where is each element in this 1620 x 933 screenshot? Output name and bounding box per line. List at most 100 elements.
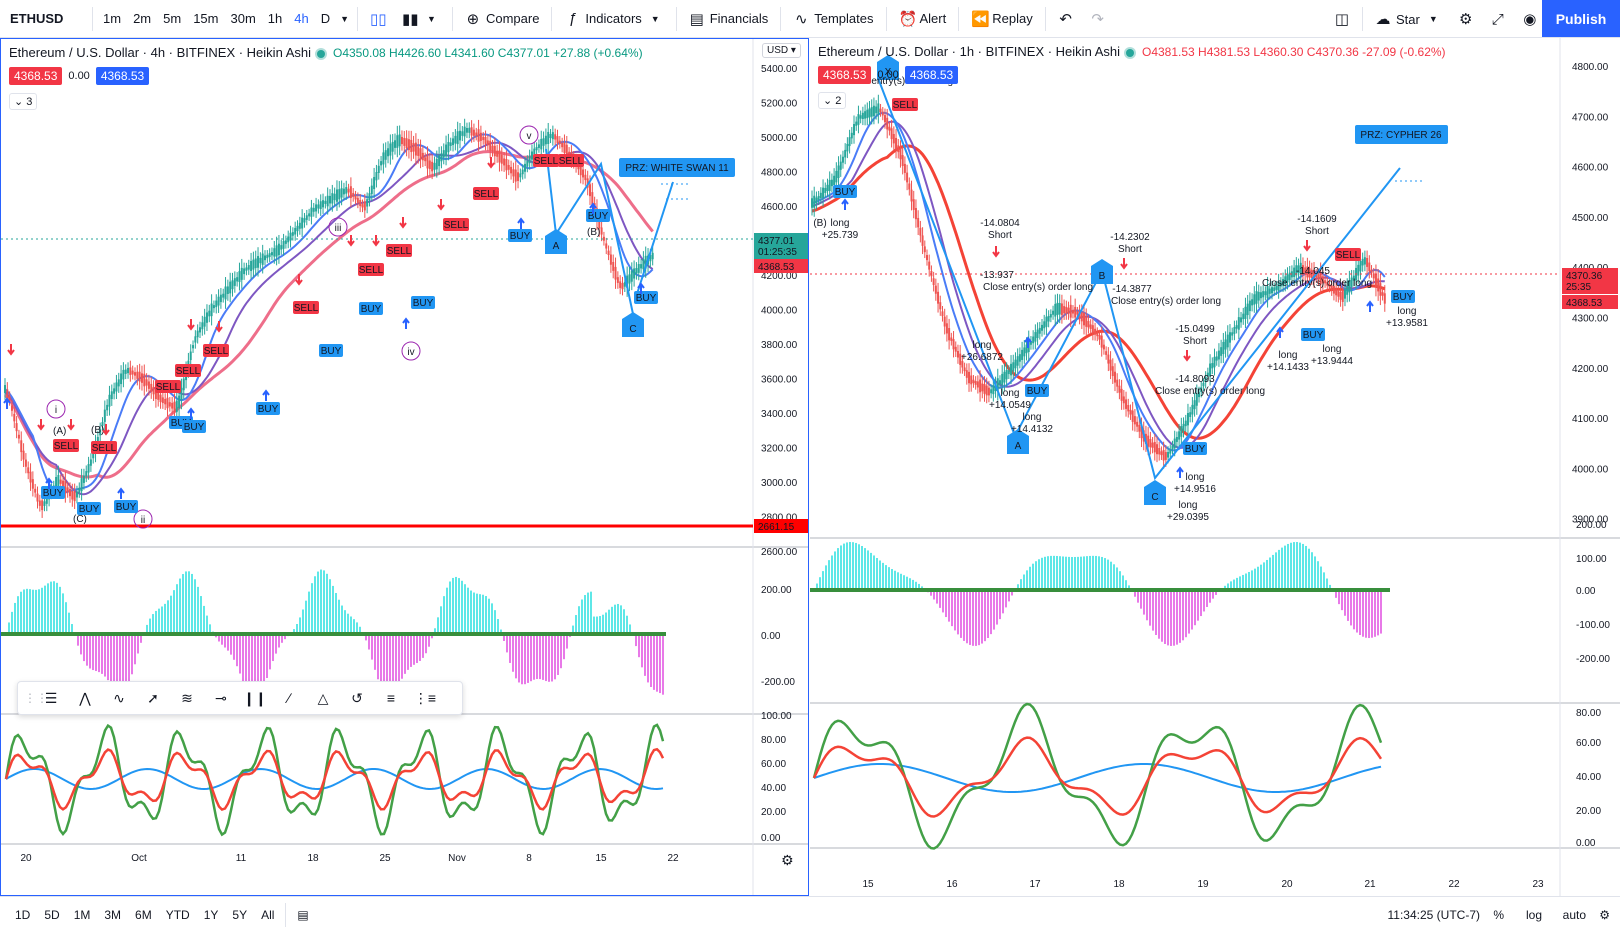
horizontal-lines-tool-icon[interactable]: ☰ [44, 689, 58, 706]
candle-body [229, 281, 232, 294]
range-1d[interactable]: 1D [15, 908, 31, 922]
point-a-marker [545, 229, 567, 254]
rsi-scale-label: 40.00 [761, 783, 786, 794]
chevron-down-icon[interactable]: ▼ [340, 13, 350, 24]
publish-button[interactable]: Publish [1542, 0, 1620, 37]
candle-body [10, 405, 13, 411]
candle-body [914, 208, 917, 220]
point-a-marker [1007, 429, 1029, 454]
candle-body [273, 248, 276, 257]
fullscreen-button[interactable]: ⤢ [1482, 0, 1514, 38]
settings-button[interactable]: ⚙ [1450, 0, 1482, 38]
bar-style-button[interactable]: ▯▯ [362, 0, 394, 38]
candle-body [1306, 266, 1309, 278]
horizontal-ray-tool-icon[interactable]: ⊸ [215, 689, 227, 706]
left-chart-pane[interactable]: Ethereum / U.S. Dollar · 4h · BITFINEX ·… [0, 38, 809, 896]
candle-body [99, 428, 102, 436]
range-3m[interactable]: 3M [104, 908, 122, 922]
interval-2m[interactable]: 2m [133, 11, 152, 26]
currency-select[interactable]: USD ▾ [762, 43, 801, 58]
indicators-button[interactable]: ƒ Indicators ▼ [556, 0, 671, 38]
trade-annotation: Short [1183, 336, 1207, 347]
trade-annotation: long [1186, 472, 1205, 483]
range-6m[interactable]: 6M [135, 908, 152, 922]
candle-body [405, 138, 408, 149]
timezone-clock[interactable]: 11:34:25 (UTC-7) [1387, 908, 1480, 922]
right-chart-pane[interactable]: Ethereum / U.S. Dollar · 1h · BITFINEX ·… [810, 38, 1620, 896]
fib-channel-tool-icon[interactable]: ≋ [181, 689, 193, 706]
snapshot-button[interactable]: ◉ [1514, 0, 1546, 38]
bar-countdown-label: 25:35 [1566, 282, 1591, 293]
last-price-label: 4370.36 [1566, 271, 1603, 282]
sell-price-button[interactable]: 4368.53 [818, 66, 872, 84]
parallel-channel-tool-icon[interactable]: ⋮≡ [413, 689, 437, 706]
chart-settings-icon[interactable]: ⚙ [1599, 908, 1610, 922]
price-scale-label: 3600.00 [761, 375, 798, 386]
interval-d[interactable]: D [320, 11, 331, 26]
fib-spiral-tool-icon[interactable]: ↺ [351, 689, 363, 706]
candle-body [145, 379, 148, 386]
interval-1h[interactable]: 1h [267, 11, 283, 26]
interval-15m[interactable]: 15m [193, 11, 219, 26]
right-chart-legend[interactable]: Ethereum / U.S. Dollar · 1h · BITFINEX ·… [818, 44, 1446, 59]
trend-line-tool-icon[interactable]: ➚ [147, 689, 159, 706]
interval-30m[interactable]: 30m [230, 11, 256, 26]
alert-button[interactable]: ⏰ Alert [891, 0, 955, 38]
trade-annotation: -14.1609 [1297, 214, 1337, 225]
range-ytd[interactable]: YTD [165, 908, 190, 922]
range-all[interactable]: All [261, 908, 275, 922]
candle-body [1328, 284, 1331, 288]
candle-body [284, 240, 287, 244]
range-1m[interactable]: 1M [73, 908, 91, 922]
log-scale-toggle[interactable]: log [1525, 908, 1542, 922]
candle-style-button[interactable]: ▮▮ ▼ [394, 0, 448, 38]
financials-button[interactable]: ▤ Financials [681, 0, 777, 38]
abcd-pattern-tool-icon[interactable]: ⋀ [79, 689, 91, 706]
interval-1m[interactable]: 1m [103, 11, 122, 26]
candle-body [233, 278, 236, 286]
range-5y[interactable]: 5Y [232, 908, 248, 922]
symbol-search-button[interactable]: ETHUSD [10, 11, 64, 26]
left-chart-legend[interactable]: Ethereum / U.S. Dollar · 4h · BITFINEX ·… [9, 45, 643, 60]
rsi-scale-label: 20.00 [1576, 806, 1601, 817]
rsi-scale-label: 20.00 [761, 807, 786, 818]
indicators-collapse-toggle[interactable]: ⌄ 2 [818, 92, 847, 109]
alert-label: Alert [919, 11, 947, 26]
range-5d[interactable]: 5D [44, 908, 60, 922]
undo-button[interactable]: ↶ [1050, 0, 1082, 38]
candle-body [846, 143, 849, 152]
templates-button[interactable]: ∿ Templates [785, 0, 881, 38]
sell-price-button[interactable]: 4368.53 [9, 67, 63, 85]
candle-body [131, 370, 134, 375]
candle-body [1032, 336, 1035, 344]
xabcd-pattern-tool-icon[interactable]: △ [317, 689, 329, 706]
go-to-date-button[interactable]: ▤ [290, 908, 315, 922]
replay-button[interactable]: ⏪ Replay [963, 0, 1040, 38]
candle-body [1043, 321, 1046, 329]
auto-scale-toggle[interactable]: auto [1562, 908, 1586, 922]
indicators-collapse-toggle[interactable]: ⌄ 3 [9, 93, 38, 110]
trade-annotation: long [1323, 344, 1342, 355]
sell-signal: SELL [293, 301, 319, 314]
buy-price-button[interactable]: 4368.53 [904, 66, 959, 84]
candle-body [85, 471, 88, 477]
interval-5m[interactable]: 5m [163, 11, 182, 26]
save-layout-button[interactable]: ☁ Star ▼ [1367, 0, 1450, 38]
drag-handle-icon[interactable]: ⋮⋮ [24, 691, 48, 705]
left-chart-canvas[interactable]: 5400.005200.005000.004800.004600.004400.… [1, 39, 808, 895]
candle-body [642, 259, 645, 270]
candle-body [442, 150, 445, 158]
layout-select-button[interactable]: ◫ [1326, 0, 1358, 38]
wave-label-iv: iv [407, 347, 414, 358]
right-chart-canvas[interactable]: 4800.004700.004600.004500.004400.004300.… [810, 38, 1620, 896]
fib-retracement-tool-icon[interactable]: ≡ [386, 690, 396, 706]
buy-price-button[interactable]: 4368.53 [95, 67, 150, 85]
percent-scale-toggle[interactable]: % [1493, 908, 1504, 922]
line-tool-icon[interactable]: ∕ [287, 690, 291, 706]
elliott-wave-tool-icon[interactable]: ∿ [113, 689, 125, 706]
interval-4h[interactable]: 4h [294, 11, 309, 26]
redo-button[interactable]: ↷ [1082, 0, 1114, 38]
vertical-lines-tool-icon[interactable]: ❙❙ [243, 689, 267, 706]
range-1y[interactable]: 1Y [203, 908, 219, 922]
compare-button[interactable]: ⊕ Compare [457, 0, 547, 38]
